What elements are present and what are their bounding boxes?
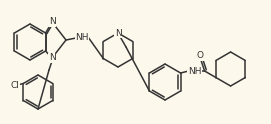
Text: O: O — [196, 51, 203, 61]
Text: N: N — [115, 29, 121, 37]
Text: N: N — [49, 53, 55, 62]
Text: NH: NH — [188, 66, 201, 76]
Text: Cl: Cl — [11, 81, 20, 90]
Text: NH: NH — [75, 32, 89, 42]
Text: N: N — [49, 17, 55, 27]
